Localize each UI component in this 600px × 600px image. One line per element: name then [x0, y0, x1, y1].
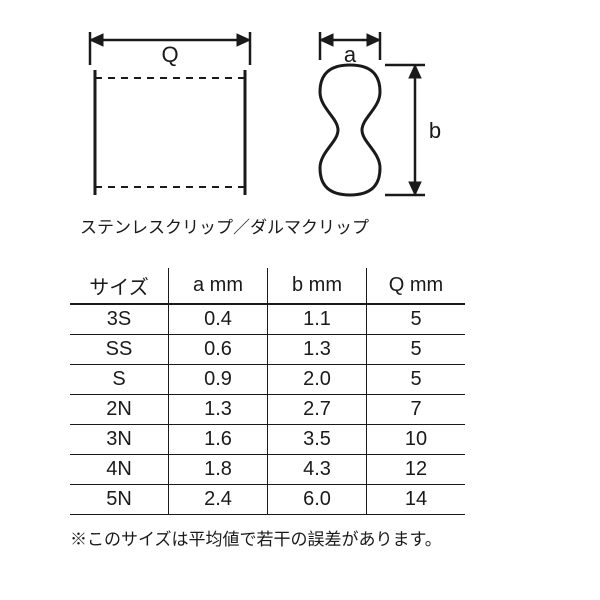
table-cell: 5	[367, 365, 466, 395]
table-row: 2N1.32.77	[70, 395, 465, 425]
table-cell: 1.6	[169, 425, 268, 455]
table-header-cell: Q mm	[367, 268, 466, 304]
clip-diagram-right: a b	[300, 30, 450, 205]
table-cell: 2.4	[169, 485, 268, 515]
table-cell: 6.0	[268, 485, 367, 515]
table-cell: 3N	[70, 425, 169, 455]
table-row: 5N2.46.014	[70, 485, 465, 515]
table-cell: 0.4	[169, 304, 268, 335]
table-cell: SS	[70, 335, 169, 365]
table-row: 4N1.84.312	[70, 455, 465, 485]
clip-diagram-left: Q	[70, 30, 270, 205]
table-row: 3N1.63.510	[70, 425, 465, 455]
table-cell: 4.3	[268, 455, 367, 485]
table-header-cell: a mm	[169, 268, 268, 304]
table-cell: 10	[367, 425, 466, 455]
table-row: S0.92.05	[70, 365, 465, 395]
table-cell: 1.1	[268, 304, 367, 335]
table-cell: 0.9	[169, 365, 268, 395]
diagram-area: Q a b	[70, 30, 550, 205]
table-header-cell: サイズ	[70, 268, 169, 304]
table-cell: 14	[367, 485, 466, 515]
table-cell: 5	[367, 335, 466, 365]
dim-label-b: b	[429, 118, 441, 143]
table-row: 3S0.41.15	[70, 304, 465, 335]
size-table: サイズa mmb mmQ mm 3S0.41.15SS0.61.35S0.92.…	[70, 268, 465, 515]
table-cell: 2.0	[268, 365, 367, 395]
dim-label-q: Q	[161, 42, 178, 67]
table-cell: 7	[367, 395, 466, 425]
table-cell: 1.3	[169, 395, 268, 425]
table-cell: 3.5	[268, 425, 367, 455]
table-cell: S	[70, 365, 169, 395]
table-header-cell: b mm	[268, 268, 367, 304]
footnote: ※このサイズは平均値で若干の誤差があります。	[70, 525, 550, 550]
diagram-caption: ステンレスクリップ／ダルマクリップ	[80, 213, 550, 238]
table-row: SS0.61.35	[70, 335, 465, 365]
table-cell: 3S	[70, 304, 169, 335]
table-body: 3S0.41.15SS0.61.35S0.92.052N1.32.773N1.6…	[70, 304, 465, 515]
table-cell: 12	[367, 455, 466, 485]
table-cell: 2N	[70, 395, 169, 425]
dim-label-a: a	[344, 42, 357, 67]
table-cell: 5	[367, 304, 466, 335]
table-cell: 1.8	[169, 455, 268, 485]
table-cell: 2.7	[268, 395, 367, 425]
table-header-row: サイズa mmb mmQ mm	[70, 268, 465, 304]
table-cell: 0.6	[169, 335, 268, 365]
table-cell: 5N	[70, 485, 169, 515]
table-cell: 4N	[70, 455, 169, 485]
table-cell: 1.3	[268, 335, 367, 365]
